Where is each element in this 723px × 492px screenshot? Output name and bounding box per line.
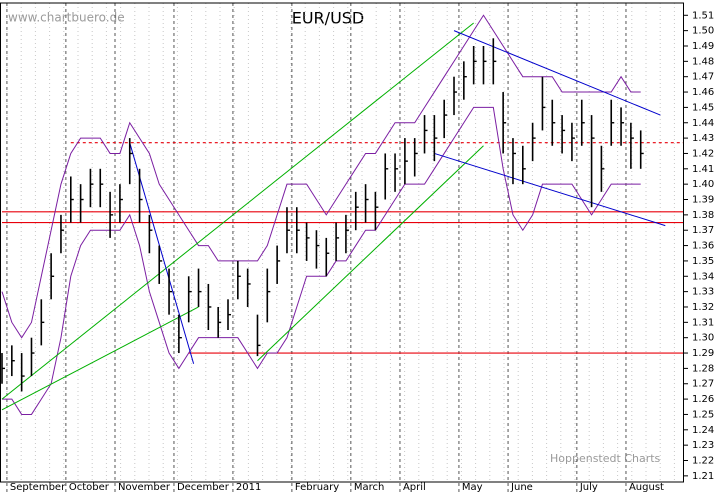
- x-tick-label: December: [177, 482, 230, 492]
- y-tick-label: 1.26: [692, 394, 714, 405]
- y-tick-label: 1.50: [692, 26, 714, 37]
- y-tick-label: 1.38: [692, 210, 714, 221]
- y-tick-label: 1.28: [692, 363, 714, 374]
- y-tick-label: 1.42: [692, 148, 714, 159]
- trend-line: [1, 306, 199, 411]
- x-tick-label: April: [403, 482, 426, 492]
- x-tick-label: September: [10, 482, 66, 492]
- y-tick-label: 1.22: [692, 456, 714, 467]
- plot-frame: [0, 2, 684, 483]
- source: Hoppenstedt Charts: [550, 452, 661, 465]
- trend-line: [434, 152, 666, 227]
- x-tick-label: February: [295, 482, 339, 492]
- y-tick-label: 1.36: [692, 241, 714, 252]
- y-tick-label: 1.27: [692, 379, 714, 390]
- x-tick-label: October: [69, 482, 110, 492]
- y-tick-label: 1.39: [692, 195, 714, 206]
- y-tick-label: 1.40: [692, 179, 714, 190]
- y-tick-label: 1.47: [692, 72, 714, 83]
- x-tick-label: 2011: [236, 482, 261, 492]
- x-tick-label: March: [354, 482, 384, 492]
- y-tick-label: 1.34: [692, 271, 714, 282]
- y-tick-label: 1.41: [692, 164, 714, 175]
- y-tick-label: 1.23: [692, 440, 714, 451]
- y-tick-label: 1.33: [692, 287, 714, 298]
- y-tick-label: 1.43: [692, 133, 714, 144]
- y-tick-label: 1.25: [692, 409, 714, 420]
- y-tick-label: 1.29: [692, 348, 714, 359]
- trend-line: [257, 145, 484, 362]
- trend-line: [129, 142, 195, 364]
- x-tick-label: November: [118, 482, 171, 492]
- y-tick-label: 1.46: [692, 87, 714, 98]
- x-tick-label: August: [629, 482, 664, 492]
- trend-line: [1, 22, 474, 400]
- x-tick-label: June: [510, 482, 533, 492]
- y-tick-label: 1.44: [692, 118, 714, 129]
- y-tick-label: 1.21: [692, 471, 714, 482]
- y-tick-label: 1.31: [692, 317, 714, 328]
- lower-band: [2, 106, 641, 415]
- y-tick-label: 1.51: [692, 10, 714, 21]
- y-tick-label: 1.35: [692, 256, 714, 267]
- upper-band: [1, 14, 641, 339]
- y-tick-label: 1.37: [692, 225, 714, 236]
- y-tick-label: 1.45: [692, 102, 714, 113]
- x-tick-label: July: [579, 482, 598, 492]
- y-tick-label: 1.30: [692, 333, 714, 344]
- y-tick-label: 1.48: [692, 56, 714, 67]
- y-tick-label: 1.49: [692, 41, 714, 52]
- y-tick-label: 1.32: [692, 302, 714, 313]
- trend-line: [453, 30, 661, 116]
- y-tick-label: 1.24: [692, 425, 714, 436]
- chart-title: EUR/USD: [292, 9, 365, 28]
- x-tick-label: May: [462, 482, 483, 492]
